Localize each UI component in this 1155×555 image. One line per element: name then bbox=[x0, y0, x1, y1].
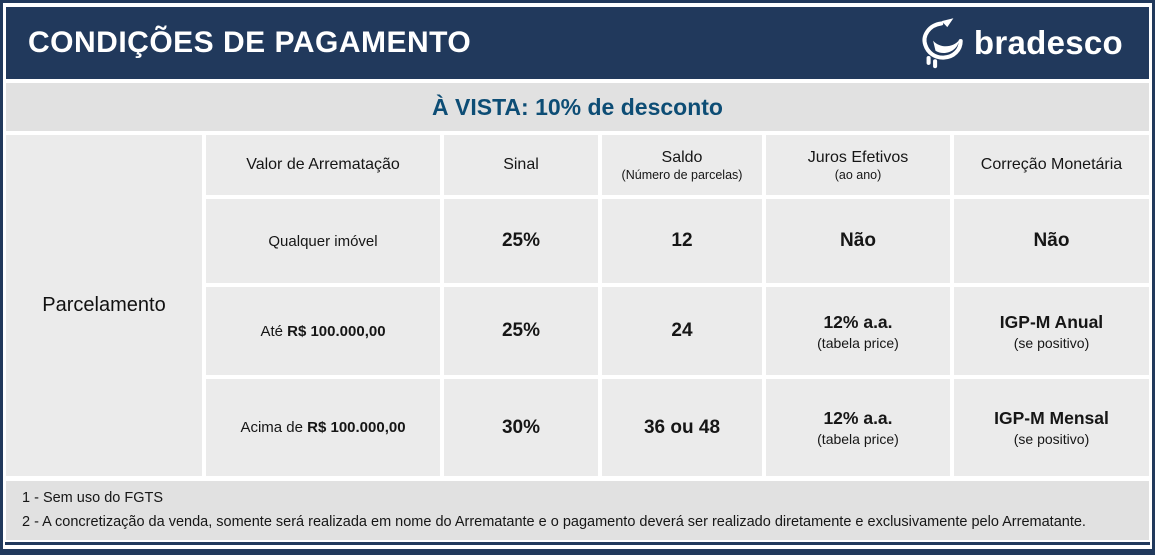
column-header-correcao: Correção Monetária bbox=[954, 135, 1149, 195]
cell-sinal-row2: 25% bbox=[444, 287, 598, 375]
valor-text: Qualquer imóvel bbox=[268, 232, 378, 250]
cell-saldo-row3: 36 ou 48 bbox=[602, 379, 762, 476]
bradesco-logo: bradesco bbox=[916, 17, 1123, 69]
footnotes: 1 - Sem uso do FGTS 2 - A concretização … bbox=[6, 481, 1149, 540]
footnote-1: 1 - Sem uso do FGTS bbox=[22, 490, 164, 507]
cell-saldo-row2: 24 bbox=[602, 287, 762, 375]
column-header-label: Correção Monetária bbox=[980, 156, 1123, 173]
juros-sub: (tabela price) bbox=[817, 334, 899, 351]
bottom-divider bbox=[5, 542, 1150, 545]
cell-sinal-row3: 30% bbox=[444, 379, 598, 476]
row-group-parcelamento: Parcelamento bbox=[6, 135, 202, 476]
column-header-label: Saldo bbox=[661, 148, 703, 166]
cell-juros-row3: 12% a.a. (tabela price) bbox=[766, 379, 950, 476]
cell-juros-row1: Não bbox=[766, 199, 950, 283]
column-header-saldo: Saldo (Número de parcelas) bbox=[602, 135, 762, 195]
juros-sub: (tabela price) bbox=[817, 431, 899, 447]
juros-main: 12% a.a. bbox=[823, 311, 893, 332]
bradesco-wordmark: bradesco bbox=[973, 24, 1123, 61]
column-header-sublabel: (ao ano) bbox=[834, 167, 882, 182]
column-header-valor: Valor de Arrematação bbox=[206, 135, 440, 195]
bradesco-symbol-icon bbox=[916, 17, 968, 69]
correcao-sub: (se positivo) bbox=[1013, 431, 1090, 447]
column-header-juros: Juros Efetivos (ao ano) bbox=[766, 135, 950, 195]
column-header-label: Sinal bbox=[503, 156, 539, 173]
cell-sinal-row1: 25% bbox=[444, 199, 598, 283]
correcao-main: IGP-M Mensal bbox=[994, 408, 1109, 428]
footnote-2: 2 - A concretização da venda, somente se… bbox=[22, 513, 1086, 530]
correcao-sub: (se positivo) bbox=[1013, 334, 1090, 351]
correcao-main: IGP-M Anual bbox=[999, 311, 1104, 332]
juros-main: 12% a.a. bbox=[823, 408, 893, 428]
cell-juros-row2: 12% a.a. (tabela price) bbox=[766, 287, 950, 375]
cell-saldo-row1: 12 bbox=[602, 199, 762, 283]
column-header-label: Juros Efetivos bbox=[807, 148, 909, 166]
avista-discount-banner: À VISTA: 10% de desconto bbox=[6, 83, 1149, 131]
payment-table: Parcelamento Valor de Arrematação Sinal … bbox=[6, 135, 1149, 476]
cell-valor-row1: Qualquer imóvel bbox=[206, 199, 440, 283]
cell-correcao-row2: IGP-M Anual (se positivo) bbox=[954, 287, 1149, 375]
valor-text: Acima de R$ 100.000,00 bbox=[240, 419, 406, 436]
header-bar: CONDIÇÕES DE PAGAMENTO bradesco bbox=[6, 7, 1149, 79]
cell-correcao-row1: Não bbox=[954, 199, 1149, 283]
page-title: CONDIÇÕES DE PAGAMENTO bbox=[28, 26, 472, 59]
cell-valor-row3: Acima de R$ 100.000,00 bbox=[206, 379, 440, 476]
column-header-label: Valor de Arrematação bbox=[246, 156, 400, 173]
cell-valor-row2: Até R$ 100.000,00 bbox=[206, 287, 440, 375]
column-header-sinal: Sinal bbox=[444, 135, 598, 195]
column-header-sublabel: (Número de parcelas) bbox=[621, 167, 743, 182]
cell-correcao-row3: IGP-M Mensal (se positivo) bbox=[954, 379, 1149, 476]
valor-text: Até R$ 100.000,00 bbox=[260, 322, 386, 340]
